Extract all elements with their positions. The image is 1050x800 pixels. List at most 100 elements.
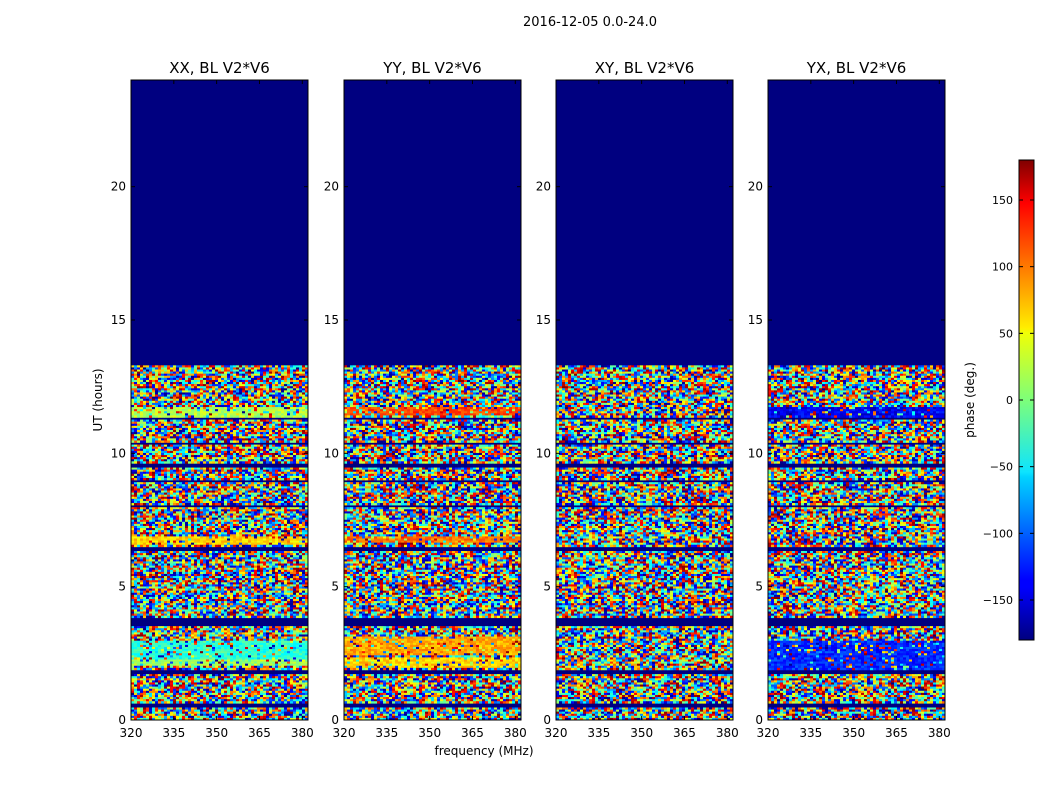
heatmap-cell — [221, 390, 225, 393]
heatmap-cell — [305, 509, 309, 512]
heatmap-cell — [185, 553, 189, 556]
heatmap-cell — [260, 392, 264, 395]
heatmap-cell — [269, 509, 273, 512]
heatmap-cell — [194, 467, 198, 470]
heatmap-cell — [224, 423, 228, 427]
heatmap-cell — [266, 540, 270, 543]
heatmap-cell — [209, 452, 213, 456]
heatmap-cell — [263, 482, 267, 485]
heatmap-cell — [194, 517, 198, 521]
heatmap-cell — [254, 432, 258, 435]
heatmap-cell — [266, 517, 270, 521]
heatmap-cell — [230, 446, 234, 450]
heatmap-cell — [245, 455, 249, 458]
heatmap-cell — [188, 373, 192, 377]
heatmap-cell — [263, 486, 267, 489]
heatmap-cell — [281, 373, 285, 377]
heatmap-cell — [269, 407, 273, 410]
heatmap-cell — [302, 379, 306, 383]
heatmap-cell — [245, 365, 249, 368]
heatmap-cell — [257, 553, 261, 556]
heatmap-cell — [146, 457, 150, 460]
heatmap-cell — [161, 400, 165, 404]
heatmap-cell — [293, 475, 297, 479]
heatmap-cell — [161, 542, 165, 546]
heatmap-cell — [224, 413, 228, 416]
heatmap-cell — [164, 444, 168, 447]
heatmap-cell — [155, 427, 159, 431]
heatmap-cell — [242, 467, 246, 470]
heatmap-cell — [179, 394, 183, 397]
heatmap-cell — [263, 386, 267, 389]
heatmap-cell — [281, 486, 285, 489]
heatmap-cell — [254, 521, 258, 525]
heatmap-cell — [233, 384, 237, 387]
heatmap-cell — [146, 538, 150, 541]
heatmap-cell — [212, 440, 216, 443]
heatmap-cell — [269, 540, 273, 543]
heatmap-cell — [212, 402, 216, 406]
heatmap-cell — [188, 390, 192, 393]
heatmap-cell — [242, 496, 246, 500]
heatmap-cell — [212, 423, 216, 427]
heatmap-cell — [257, 490, 261, 493]
heatmap-cell — [290, 427, 294, 431]
heatmap-cell — [173, 392, 177, 395]
heatmap-cell — [143, 448, 147, 452]
heatmap-cell — [224, 553, 228, 556]
heatmap-cell — [170, 367, 174, 370]
heatmap-cell — [194, 530, 198, 533]
heatmap-cell — [287, 413, 291, 416]
heatmap-cell — [302, 421, 306, 425]
heatmap-cell — [233, 440, 237, 443]
heatmap-cell — [236, 551, 240, 554]
heatmap-cell — [191, 511, 195, 514]
heatmap-cell — [293, 384, 297, 387]
heatmap-cell — [194, 523, 198, 527]
heatmap-cell — [146, 407, 150, 410]
heatmap-cell — [230, 402, 234, 406]
heatmap-cell — [188, 536, 192, 539]
heatmap-cell — [143, 528, 147, 531]
heatmap-cell — [173, 523, 177, 527]
heatmap-cell — [206, 438, 210, 441]
heatmap-cell — [224, 384, 228, 387]
heatmap-cell — [188, 402, 192, 406]
heatmap-cell — [281, 536, 285, 539]
heatmap-cell — [248, 521, 252, 525]
heatmap-cell — [266, 555, 270, 558]
heatmap-cell — [200, 400, 204, 404]
heatmap-cell — [224, 540, 228, 543]
heatmap-cell — [164, 373, 168, 377]
heatmap-cell — [293, 396, 297, 400]
heatmap-cell — [245, 384, 249, 387]
heatmap-cell — [134, 498, 138, 502]
heatmap-cell — [170, 436, 174, 439]
heatmap-cell — [188, 386, 192, 389]
heatmap-cell — [209, 492, 213, 495]
heatmap-cell — [272, 507, 276, 510]
heatmap-cell — [224, 379, 228, 383]
heatmap-cell — [287, 398, 291, 402]
heatmap-cell — [155, 446, 159, 450]
heatmap-cell — [197, 425, 201, 429]
heatmap-cell — [185, 384, 189, 387]
heatmap-cell — [299, 555, 303, 558]
heatmap-cell — [200, 394, 204, 397]
heatmap-cell — [227, 500, 231, 504]
heatmap-cell — [305, 430, 309, 433]
heatmap-cell — [305, 503, 309, 506]
heatmap-cell — [287, 477, 291, 481]
heatmap-cell — [185, 528, 189, 531]
heatmap-cell — [239, 530, 243, 533]
heatmap-cell — [302, 523, 306, 527]
heatmap-cell — [134, 523, 138, 527]
heatmap-cell — [281, 425, 285, 429]
heatmap-cell — [245, 538, 249, 541]
heatmap-cell — [170, 434, 174, 437]
heatmap-cell — [302, 407, 306, 410]
heatmap-cell — [281, 509, 285, 512]
heatmap-cell — [221, 534, 225, 537]
heatmap-cell — [182, 400, 186, 404]
heatmap-cell — [251, 540, 255, 543]
